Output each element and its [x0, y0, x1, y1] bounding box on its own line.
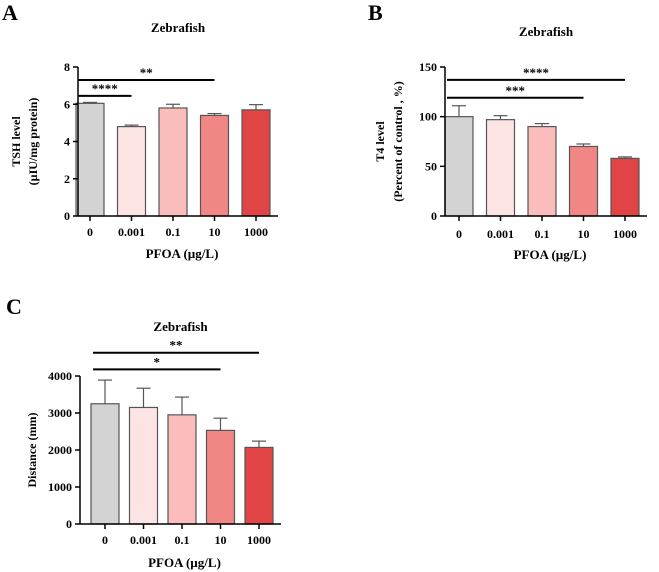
y-tick-label: 150 [419, 60, 437, 74]
bar [485, 119, 516, 217]
y-axis-label: (µIU/mg protein) [26, 98, 40, 186]
bar [610, 157, 640, 217]
x-tick-label: 0 [102, 533, 108, 547]
panel-c: C Zebrafish 0 1000 2000 3000 4000 0 0.001 0.1 10 10… [6, 294, 281, 570]
chart-title: Zebrafish [519, 24, 574, 39]
significance-label: ** [140, 65, 153, 80]
x-tick-label: 0 [456, 227, 462, 241]
significance-label: * [154, 354, 161, 369]
y-axis-label: TSH level [9, 116, 23, 167]
y-tick-label: 100 [419, 110, 437, 124]
x-tick-label: 1000 [613, 227, 637, 241]
y-tick-label: 4 [64, 135, 70, 149]
y-tick-label: 1000 [48, 480, 72, 494]
x-tick-label: 10 [209, 225, 221, 239]
bar [167, 414, 197, 525]
x-axis-label: PFOA (µg/L) [146, 246, 219, 261]
bar [75, 102, 105, 217]
bar [116, 125, 147, 217]
x-axis-label: PFOA (µg/L) [148, 555, 221, 570]
significance-label: **** [523, 65, 549, 80]
bar [199, 114, 230, 217]
y-tick-label: 3000 [48, 406, 72, 420]
x-tick-label: 0.1 [535, 227, 550, 241]
panel-letter: B [368, 0, 383, 25]
bar [444, 116, 474, 217]
bar [90, 403, 120, 525]
x-tick-label: 10 [215, 533, 227, 547]
bar [568, 145, 599, 217]
chart-title: Zebrafish [151, 20, 206, 35]
y-tick-label: 2 [64, 172, 70, 186]
significance-label: **** [92, 81, 118, 96]
x-tick-label: 0.001 [118, 225, 145, 239]
y-tick-label: 6 [64, 97, 70, 111]
x-tick-label: 0.1 [175, 533, 190, 547]
panel-a: A Zebrafish 0 2 4 6 8 0 0.001 0.1 10 1000 PFOA (µg/L… [2, 0, 278, 261]
x-tick-label: 1000 [247, 533, 271, 547]
y-tick-label: 50 [425, 159, 437, 173]
x-tick-label: 0 [87, 225, 93, 239]
bar [527, 125, 557, 217]
y-axis-label: (Percent of control , %) [391, 81, 405, 202]
bar [128, 406, 159, 525]
chart-title: Zebrafish [153, 319, 208, 334]
x-axis-label: PFOA (µg/L) [514, 247, 587, 262]
bar [244, 446, 274, 525]
x-tick-label: 1000 [244, 225, 268, 239]
x-tick-label: 0.1 [166, 225, 181, 239]
y-tick-label: 2000 [48, 443, 72, 457]
panel-letter: C [6, 294, 22, 319]
y-axis-label: T4 level [373, 121, 387, 162]
significance-label: ** [170, 338, 183, 353]
bar [205, 429, 236, 525]
y-tick-label: 0 [64, 209, 70, 223]
panel-letter: A [2, 0, 18, 25]
bar [241, 109, 271, 217]
x-tick-label: 0.001 [130, 533, 157, 547]
x-tick-label: 10 [578, 227, 590, 241]
panel-b: B Zebrafish 0 50 100 150 0 0.001 0.1 10 1000 PFOA (… [368, 0, 647, 262]
x-tick-label: 0.001 [487, 227, 514, 241]
y-tick-label: 0 [431, 209, 437, 223]
significance-label: *** [506, 83, 526, 98]
y-tick-label: 0 [66, 517, 72, 531]
y-axis-label: Distance (mm) [25, 413, 39, 488]
y-tick-label: 8 [64, 60, 70, 74]
y-tick-label: 4000 [48, 369, 72, 383]
bar [158, 107, 188, 217]
